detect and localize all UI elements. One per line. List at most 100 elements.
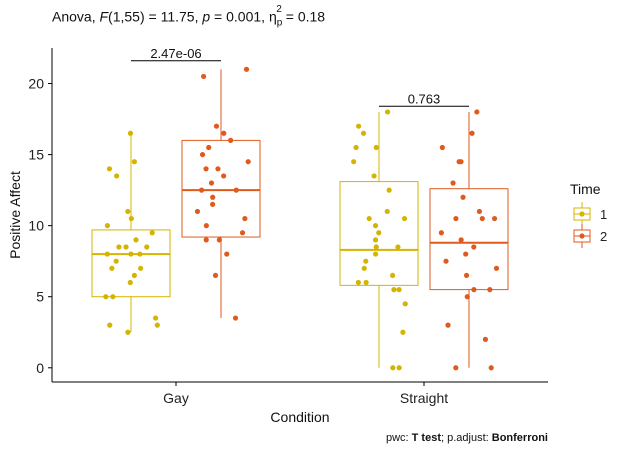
data-point — [474, 109, 480, 115]
y-ticks: 0 5 10 15 20 — [28, 76, 52, 376]
data-point — [395, 244, 401, 250]
comparison-p-label: 0.763 — [408, 91, 441, 106]
data-point — [106, 166, 113, 172]
legend-entry-label: 1 — [600, 207, 607, 222]
data-point — [493, 265, 500, 271]
data-point — [203, 223, 209, 229]
data-point — [463, 251, 469, 257]
caption: pwc: T test; p.adjust: Bonferroni — [386, 432, 548, 444]
data-point — [127, 279, 133, 286]
data-point — [356, 123, 362, 129]
data-point — [125, 208, 131, 215]
data-point — [372, 237, 379, 243]
data-point — [396, 287, 402, 293]
box-gay-time-2 — [181, 66, 261, 321]
x-axis-label: Condition — [270, 409, 329, 425]
data-point — [373, 251, 379, 257]
data-point — [361, 265, 367, 271]
box-straight-time-1 — [339, 109, 419, 371]
data-point — [469, 130, 475, 136]
caption-pwc-method: T test — [411, 432, 441, 444]
box-body — [181, 139, 261, 238]
data-point — [154, 322, 160, 328]
box-body — [91, 229, 171, 298]
data-point — [391, 287, 397, 293]
data-point — [114, 173, 120, 179]
data-point — [400, 329, 406, 335]
data-point — [239, 230, 246, 236]
data-point — [216, 237, 222, 243]
legend-entry-label: 2 — [600, 229, 607, 244]
x-tick-label: Gay — [163, 390, 189, 406]
data-point — [194, 208, 201, 215]
legend: Time 1 2 — [570, 181, 607, 248]
data-point — [232, 315, 239, 321]
legend-key-time-1: 1 — [573, 202, 607, 226]
data-point — [113, 258, 119, 264]
x-ticks: Gay Straight — [163, 382, 448, 406]
data-point — [464, 294, 470, 300]
y-axis-label: Positive Affect — [7, 171, 23, 259]
data-point — [210, 194, 216, 200]
data-point — [355, 279, 361, 286]
data-point — [372, 223, 379, 229]
data-point — [373, 244, 379, 250]
data-point — [360, 130, 367, 136]
data-point — [487, 287, 493, 293]
legend-key-time-2: 2 — [573, 224, 607, 248]
data-point — [245, 159, 251, 165]
data-point — [458, 159, 464, 165]
data-point — [103, 294, 109, 300]
chart-title: Anova, F(1,55) = 11.75, p = 0.001, ηp2 =… — [52, 4, 326, 29]
data-point — [200, 73, 207, 80]
data-point — [203, 166, 209, 172]
title-effect-sub: p — [276, 17, 283, 29]
comparison-p-label: 2.47e-06 — [150, 46, 201, 61]
data-point — [458, 237, 464, 243]
data-point — [224, 251, 230, 257]
data-point — [445, 322, 451, 328]
data-point — [110, 294, 116, 300]
x-tick-label: Straight — [400, 390, 448, 406]
data-point — [137, 251, 143, 257]
data-point — [206, 144, 212, 151]
title-p-value: = 0.001 — [214, 8, 262, 25]
data-point — [138, 265, 144, 271]
caption-pwc-prefix: pwc: — [385, 432, 412, 444]
data-point — [149, 230, 155, 236]
title-stat-name: F — [99, 8, 109, 25]
data-point — [221, 173, 227, 179]
data-point — [363, 258, 369, 264]
data-point — [221, 130, 227, 136]
data-point — [453, 215, 459, 222]
data-point — [127, 130, 134, 136]
data-point — [208, 180, 215, 186]
data-point — [243, 66, 250, 72]
data-point — [460, 194, 466, 200]
data-point — [353, 144, 359, 151]
data-point — [463, 272, 470, 279]
title-df: (1,55) — [108, 8, 145, 25]
data-point — [233, 187, 239, 193]
y-tick-label: 15 — [28, 147, 44, 163]
y-tick-label: 20 — [28, 76, 44, 92]
data-point — [199, 187, 205, 193]
data-point — [384, 208, 390, 215]
comparison-brackets: 2.47e-06 0.763 — [131, 46, 469, 107]
data-point — [203, 237, 209, 243]
data-point — [123, 244, 129, 250]
data-point — [104, 223, 110, 229]
legend-key-point — [579, 211, 585, 217]
data-point — [396, 365, 402, 371]
data-point — [386, 187, 392, 193]
y-tick-label: 10 — [28, 218, 44, 234]
data-point — [366, 215, 372, 222]
data-point — [363, 279, 369, 286]
box-gay-time-1 — [91, 130, 171, 335]
data-point — [128, 215, 134, 222]
box-straight-time-2 — [429, 109, 509, 371]
data-point — [438, 230, 444, 236]
boxes — [91, 66, 509, 371]
data-point — [402, 301, 408, 307]
data-point — [128, 251, 134, 257]
